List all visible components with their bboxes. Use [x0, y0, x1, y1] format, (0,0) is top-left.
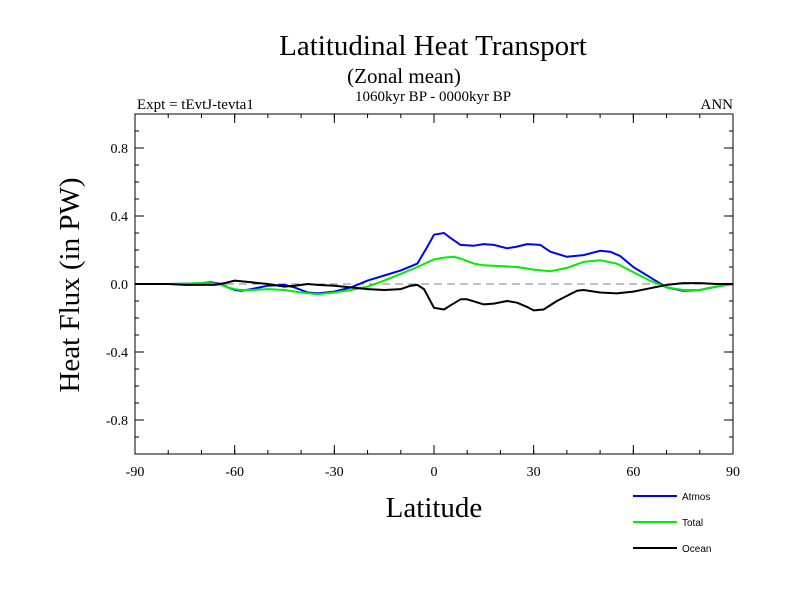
series-line-total [135, 255, 734, 296]
y-tick-label: 0.0 [111, 278, 129, 293]
x-tick-label: -90 [126, 465, 145, 480]
legend-label-atmos: Atmos [682, 492, 710, 503]
legend-label-ocean: Ocean [682, 544, 711, 555]
x-tick-label: -60 [225, 465, 244, 480]
y-tick-label: 0.4 [111, 210, 129, 225]
period-label: 1060kyr BP - 0000kyr BP [355, 89, 511, 105]
y-tick-label: 0.8 [111, 142, 129, 157]
series-line-ocean [135, 279, 733, 312]
x-tick-label: 0 [431, 465, 438, 480]
legend-label-total: Total [682, 518, 703, 529]
legend: Atmos Total Ocean [633, 492, 711, 555]
y-tick-label: -0.8 [106, 414, 128, 429]
season-label: ANN [701, 97, 734, 113]
x-tick-label: 90 [726, 465, 740, 480]
x-tick-label: -30 [325, 465, 344, 480]
x-tick-label: 30 [527, 465, 541, 480]
y-tick-label: -0.4 [106, 346, 128, 361]
y-axis-label: Heat Flux (in PW) [54, 177, 86, 392]
experiment-label: Expt = tEvtJ-tevta1 [137, 97, 254, 113]
plot-area: -90 -60 -30 0 30 60 90 0.8 0.4 0.0 -0.4 -0.8 [106, 113, 740, 480]
x-axis-label: Latitude [386, 492, 483, 524]
chart-subtitle: (Zonal mean) [347, 64, 461, 88]
chart-title: Latitudinal Heat Transport [279, 30, 587, 62]
x-tick-label: 60 [626, 465, 640, 480]
